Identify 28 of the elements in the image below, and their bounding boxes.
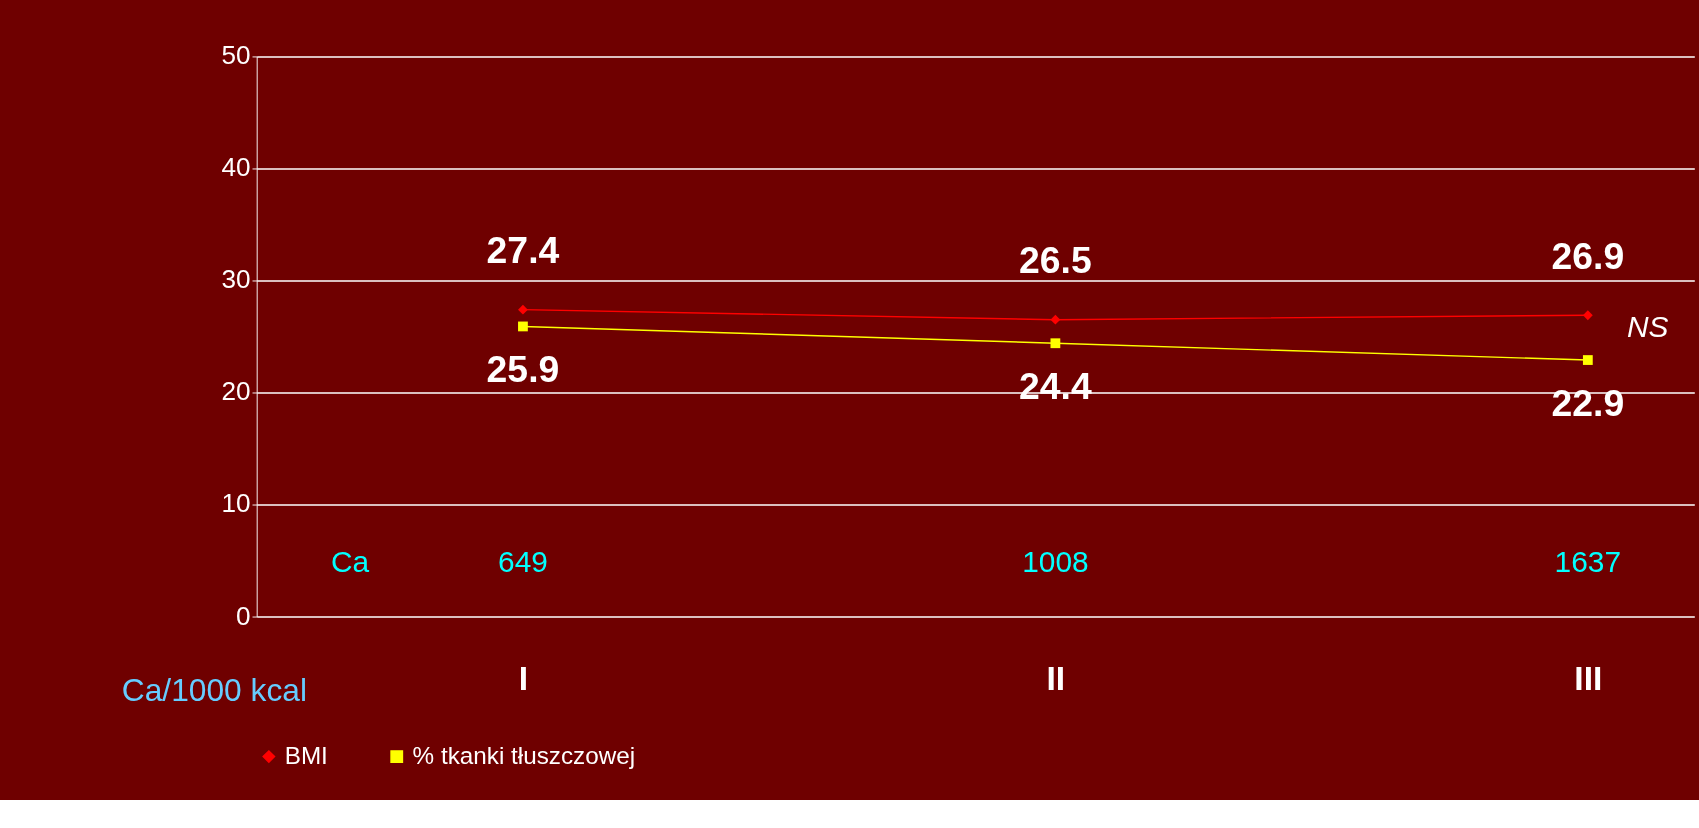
point	[1582, 310, 1593, 321]
annotation: 1637	[1554, 544, 1622, 578]
legend-label: % tkanki tłuszczowej	[412, 742, 636, 770]
x-axis-title: Ca/1000 kcal	[121, 672, 307, 709]
y-tick-label: 0	[236, 600, 251, 631]
y-tick-label: 50	[221, 40, 251, 71]
data-label: 26.9	[1551, 234, 1625, 277]
data-label: 27.4	[486, 228, 560, 271]
y-tick-label: 10	[221, 488, 251, 519]
point	[1050, 338, 1061, 349]
y-tick-label: 40	[221, 152, 251, 183]
point	[1582, 355, 1593, 365]
point	[518, 304, 528, 315]
data-label: 26.5	[1019, 239, 1092, 282]
data-label: 22.9	[1551, 382, 1625, 425]
annotation: 1008	[1022, 544, 1089, 578]
annotation: 649	[498, 544, 548, 578]
annotation: Ca	[330, 544, 370, 578]
y-tick-label: 30	[221, 264, 251, 295]
annotation: NS	[1626, 309, 1669, 343]
point	[518, 321, 528, 332]
x-tick-label: II	[1046, 659, 1066, 697]
legend-label: BMI	[284, 742, 328, 770]
x-tick-label: I	[518, 659, 529, 697]
y-tick-label: 20	[221, 376, 251, 407]
x-tick-label: III	[1574, 659, 1603, 697]
data-label: 25.9	[486, 348, 560, 391]
point	[1050, 314, 1061, 325]
